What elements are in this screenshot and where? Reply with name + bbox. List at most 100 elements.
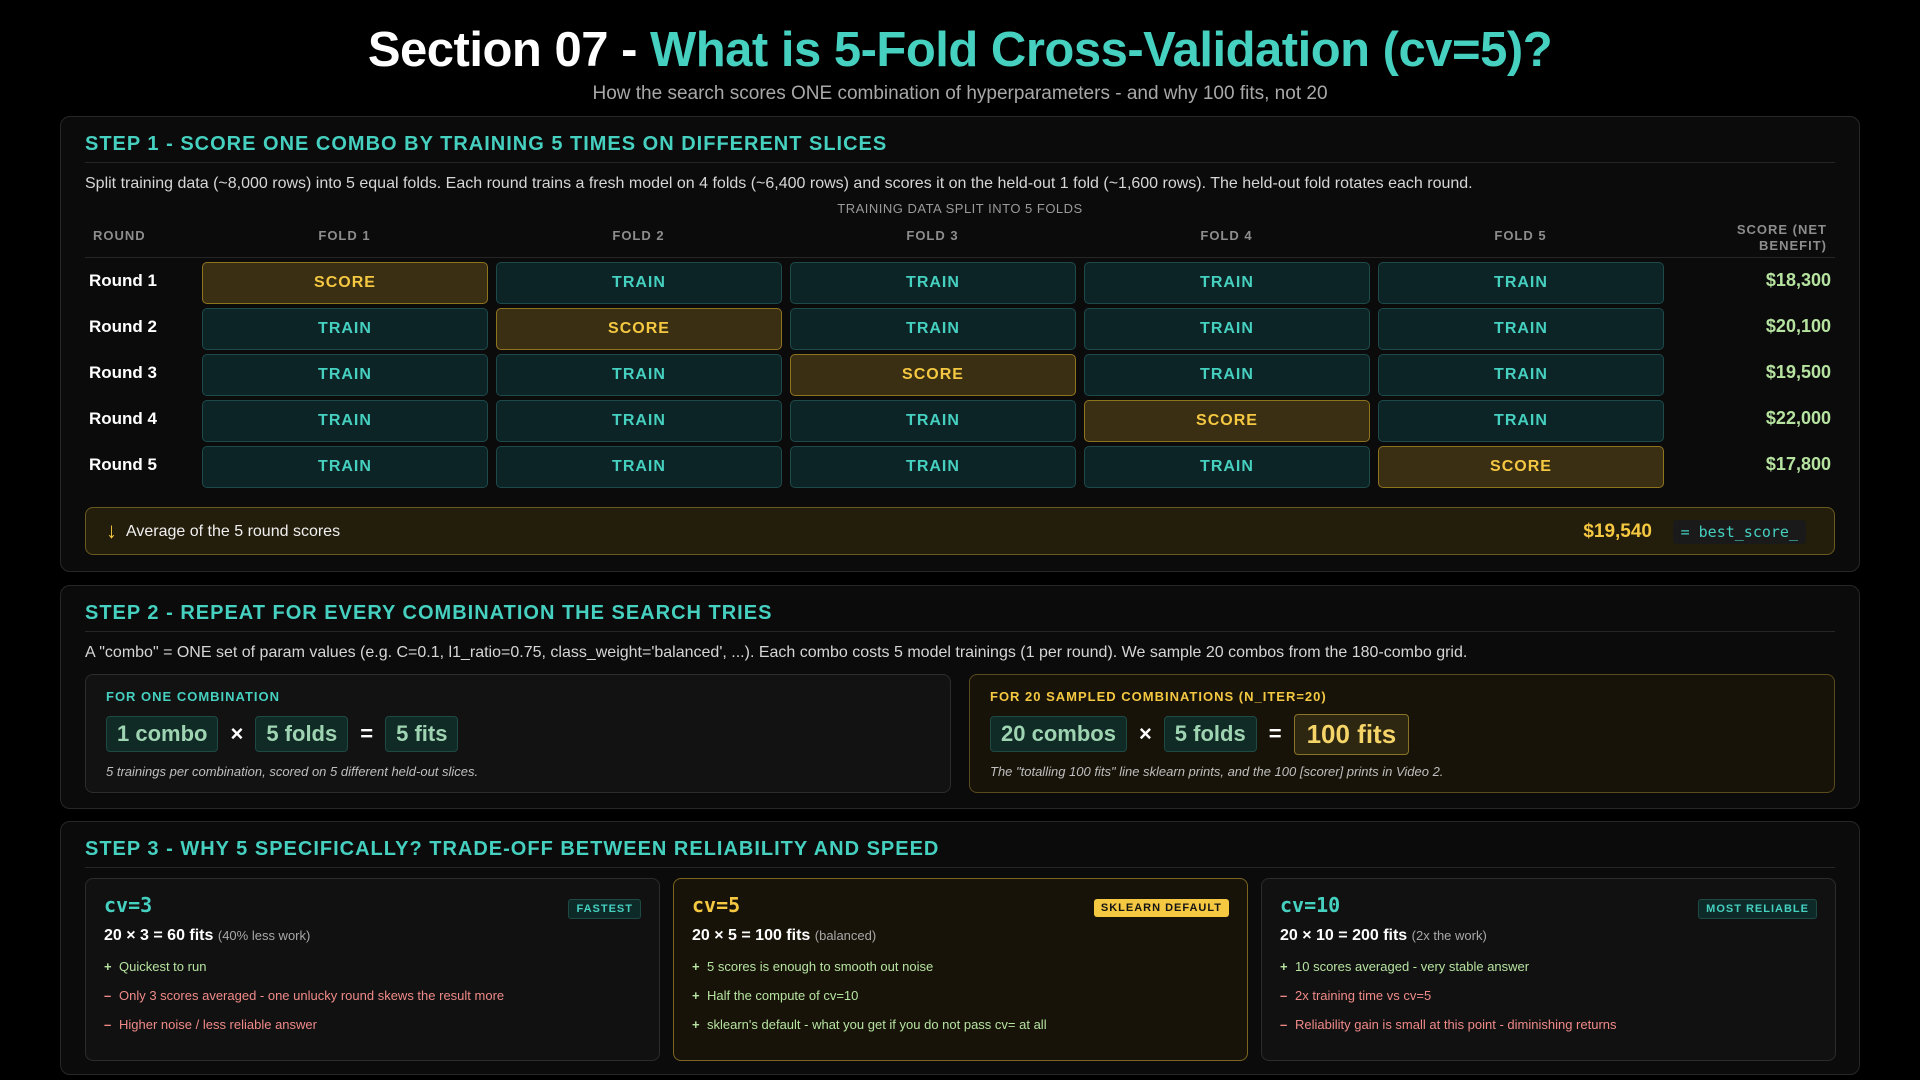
round-score: $17,800	[1765, 454, 1831, 474]
cv-option-card: cv=5 SKLEARN DEFAULT 20 × 5 = 100 fits (ba…	[673, 878, 1248, 1061]
score-fold-cell: SCORE	[496, 308, 782, 350]
page-subtitle: How the search scores ONE combination of…	[592, 83, 1328, 104]
col-fold-2-header: FOLD 2	[612, 228, 665, 243]
cv-option-title: cv=3	[104, 893, 153, 917]
plus-icon: +	[692, 988, 700, 1003]
point-text: Half the compute of cv=10	[707, 988, 859, 1003]
train-fold-cell: TRAIN	[496, 262, 782, 304]
pro-point: + Quickest to run	[104, 959, 641, 974]
col-score-line1: SCORE (NET	[1736, 222, 1827, 237]
minus-icon: –	[1280, 988, 1288, 1003]
best-score-code: = best_score_	[1672, 520, 1806, 544]
round-score: $18,300	[1765, 270, 1831, 290]
step1-title: STEP 1 - SCORE ONE COMBO BY TRAINING 5 T…	[85, 117, 1835, 163]
cv-option-badge: SKLEARN DEFAULT	[1093, 899, 1229, 917]
average-bar: ↓ Average of the 5 round scores $19,540 …	[85, 507, 1835, 555]
one-combo-title: FOR ONE COMBINATION	[106, 689, 281, 704]
train-fold-cell: TRAIN	[496, 446, 782, 488]
formula-text: 20 × 10 = 200 fits	[1280, 927, 1408, 944]
title-accent: What is 5-Fold Cross-Validation (cv=5)?	[650, 23, 1553, 77]
round-label: Round 4	[89, 409, 157, 428]
formula-note: (40% less work)	[217, 928, 311, 943]
col-score-header: SCORE (NET BENEFIT)	[1707, 222, 1827, 254]
formula-text: 20 × 3 = 60 fits	[104, 927, 214, 944]
fits-chip: 5 fits	[385, 716, 459, 752]
round-score: $19,500	[1765, 362, 1831, 382]
minus-icon: –	[104, 1017, 112, 1032]
pro-point: +5 scores is enough to smooth out noise	[692, 959, 1229, 974]
many-combo-equation: 20 combos × 5 folds = 100 fits	[990, 713, 1814, 755]
train-fold-cell: TRAIN	[202, 354, 488, 396]
cv-option-title: cv=5	[692, 893, 741, 917]
point-text: Only 3 scores averaged - one unlucky rou…	[119, 988, 505, 1003]
cv-option-points: + Quickest to run – Only 3 scores averaged …	[104, 959, 641, 1032]
train-fold-cell: TRAIN	[790, 400, 1076, 442]
step1-description: Split training data (~8,000 rows) into 5…	[85, 175, 1473, 192]
plus-icon: +	[1280, 959, 1288, 974]
con-point: –2x training time vs cv=5	[1280, 988, 1817, 1003]
pro-point: + sklearn's default - what you get if you…	[692, 1017, 1229, 1032]
train-fold-cell: TRAIN	[1378, 262, 1664, 304]
cv-option-formula: 20 × 3 = 60 fits (40% less work)	[104, 927, 641, 945]
train-fold-cell: TRAIN	[1084, 354, 1370, 396]
train-fold-cell: TRAIN	[1378, 400, 1664, 442]
arrow-down-icon: ↓	[106, 518, 117, 543]
col-round-header: ROUND	[93, 228, 146, 243]
page-title: Section 07 - What is 5-Fold Cross-Valida…	[0, 22, 1920, 78]
round-row: Round 5 TRAIN TRAIN TRAIN TRAIN SCORE $17,800	[85, 442, 1835, 488]
round-row: Round 3 TRAIN TRAIN SCORE TRAIN TRAIN $19,500	[85, 350, 1835, 396]
col-fold-1-header: FOLD 1	[318, 228, 371, 243]
times-sign: ×	[1138, 721, 1152, 746]
step1-panel: STEP 1 - SCORE ONE COMBO BY TRAINING 5 T…	[60, 116, 1860, 572]
train-fold-cell: TRAIN	[496, 354, 782, 396]
train-fold-cell: TRAIN	[790, 446, 1076, 488]
folds-chip: 5 folds	[255, 716, 349, 752]
point-text: Higher noise / less reliable answer	[119, 1017, 317, 1032]
times-sign: ×	[230, 721, 244, 746]
cv-option-badge: FASTEST	[568, 899, 641, 919]
pro-point: + Half the compute of cv=10	[692, 988, 1229, 1003]
pro-point: +10 scores averaged - very stable answer	[1280, 959, 1817, 974]
round-label: Round 3	[89, 363, 157, 382]
round-row: Round 2 TRAIN SCORE TRAIN TRAIN TRAIN $20,100	[85, 304, 1835, 350]
equals-sign: =	[1268, 721, 1282, 746]
train-fold-cell: TRAIN	[202, 446, 488, 488]
cv-option-formula: 20 × 10 = 200 fits (2x the work)	[1280, 927, 1817, 945]
round-score: $22,000	[1765, 408, 1831, 428]
step3-panel: STEP 3 - WHY 5 SPECIFICALLY? TRADE-OFF B…	[60, 821, 1860, 1075]
step2-title: STEP 2 - REPEAT FOR EVERY COMBINATION TH…	[85, 586, 1835, 632]
equals-sign: =	[360, 721, 374, 746]
cv-option-card: cv=10 MOST RELIABLE 20 × 10 = 200 fits (2x…	[1261, 878, 1836, 1061]
train-fold-cell: TRAIN	[1378, 308, 1664, 350]
minus-icon: –	[104, 988, 112, 1003]
cv-option-formula: 20 × 5 = 100 fits (balanced)	[692, 927, 1229, 945]
round-score: $20,100	[1765, 316, 1831, 336]
train-fold-cell: TRAIN	[202, 400, 488, 442]
round-row: Round 1 SCORE TRAIN TRAIN TRAIN TRAIN $18,300	[85, 258, 1835, 304]
train-fold-cell: TRAIN	[1084, 446, 1370, 488]
point-text: 10 scores averaged - very stable answer	[1295, 959, 1530, 974]
train-fold-cell: TRAIN	[790, 308, 1076, 350]
cv-option-badge: MOST RELIABLE	[1698, 899, 1817, 919]
col-score-line2: BENEFIT)	[1759, 238, 1827, 253]
train-fold-cell: TRAIN	[790, 262, 1076, 304]
col-fold-5-header: FOLD 5	[1494, 228, 1547, 243]
con-point: – Only 3 scores averaged - one unlucky ro…	[104, 988, 641, 1003]
step2-description: A "combo" = ONE set of param values (e.g…	[85, 644, 1468, 661]
page-header: Section 07 - What is 5-Fold Cross-Valida…	[0, 0, 1920, 105]
one-combo-box: FOR ONE COMBINATION 1 combo × 5 folds = …	[85, 674, 951, 793]
col-fold-3-header: FOLD 3	[906, 228, 959, 243]
round-label: Round 5	[89, 455, 157, 474]
formula-text: 20 × 5 = 100 fits	[692, 927, 811, 944]
plus-icon: +	[104, 959, 112, 974]
combos-chip: 20 combos	[990, 716, 1127, 752]
round-row: Round 4 TRAIN TRAIN TRAIN SCORE TRAIN $22,000	[85, 396, 1835, 442]
one-combo-chip: 1 combo	[106, 716, 219, 752]
con-point: – Reliability gain is small at this point…	[1280, 1017, 1817, 1032]
plus-icon: +	[692, 1017, 700, 1032]
train-fold-cell: TRAIN	[1084, 262, 1370, 304]
one-combo-equation: 1 combo × 5 folds = 5 fits	[106, 714, 930, 754]
train-fold-cell: TRAIN	[1084, 308, 1370, 350]
round-label: Round 1	[89, 271, 157, 290]
cv-option-title: cv=10	[1280, 893, 1341, 917]
